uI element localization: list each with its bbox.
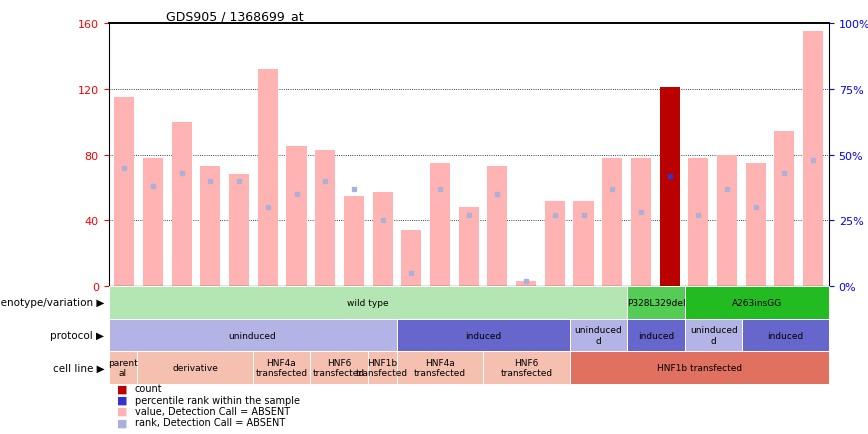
Text: HNF6
transfected: HNF6 transfected — [500, 358, 552, 378]
Text: derivative: derivative — [172, 363, 218, 372]
Text: uninduced
d: uninduced d — [690, 326, 738, 345]
Text: induced: induced — [638, 331, 674, 340]
Bar — [516, 282, 536, 286]
Text: GDS905 / 1368699_at: GDS905 / 1368699_at — [166, 10, 304, 23]
Text: genotype/variation ▶: genotype/variation ▶ — [0, 298, 104, 308]
Text: HNF1b transfected: HNF1b transfected — [657, 363, 742, 372]
Text: value, Detection Call = ABSENT: value, Detection Call = ABSENT — [135, 406, 290, 416]
Bar — [574, 201, 594, 286]
Text: A263insGG: A263insGG — [732, 298, 782, 307]
Text: induced: induced — [767, 331, 804, 340]
Text: cell line ▶: cell line ▶ — [53, 363, 104, 373]
Bar — [602, 158, 622, 286]
Text: uninduced
d: uninduced d — [575, 326, 622, 345]
Text: HNF6
transfected: HNF6 transfected — [313, 358, 365, 378]
Bar — [631, 158, 651, 286]
Bar — [487, 167, 508, 286]
Text: ■: ■ — [117, 406, 128, 416]
Bar — [746, 163, 766, 286]
Bar — [401, 230, 421, 286]
Text: ■: ■ — [117, 418, 128, 427]
Text: parent
al: parent al — [108, 358, 138, 378]
Bar — [660, 88, 680, 286]
Bar — [774, 132, 794, 286]
Text: ■: ■ — [117, 384, 128, 393]
Text: ■: ■ — [117, 395, 128, 404]
Text: uninduced: uninduced — [228, 331, 277, 340]
Bar — [344, 196, 364, 286]
Text: protocol ▶: protocol ▶ — [50, 330, 104, 340]
Bar — [172, 122, 192, 286]
Bar — [143, 158, 163, 286]
Bar — [430, 163, 450, 286]
Bar — [372, 193, 392, 286]
Text: count: count — [135, 384, 162, 393]
Bar — [201, 167, 220, 286]
Text: induced: induced — [465, 331, 501, 340]
Text: HNF4a
transfected: HNF4a transfected — [255, 358, 307, 378]
Bar — [229, 175, 249, 286]
Bar — [115, 98, 135, 286]
Bar — [545, 201, 565, 286]
Text: P328L329del: P328L329del — [627, 298, 686, 307]
Bar — [803, 32, 823, 286]
Bar — [315, 150, 335, 286]
Bar — [458, 207, 479, 286]
Text: rank, Detection Call = ABSENT: rank, Detection Call = ABSENT — [135, 418, 285, 427]
Text: HNF4a
transfected: HNF4a transfected — [414, 358, 466, 378]
Bar — [258, 70, 278, 286]
Text: HNF1b
transfected: HNF1b transfected — [356, 358, 408, 378]
Bar — [717, 155, 737, 286]
Text: wild type: wild type — [347, 298, 389, 307]
Bar — [286, 147, 306, 286]
Bar — [688, 158, 708, 286]
Text: percentile rank within the sample: percentile rank within the sample — [135, 395, 299, 404]
